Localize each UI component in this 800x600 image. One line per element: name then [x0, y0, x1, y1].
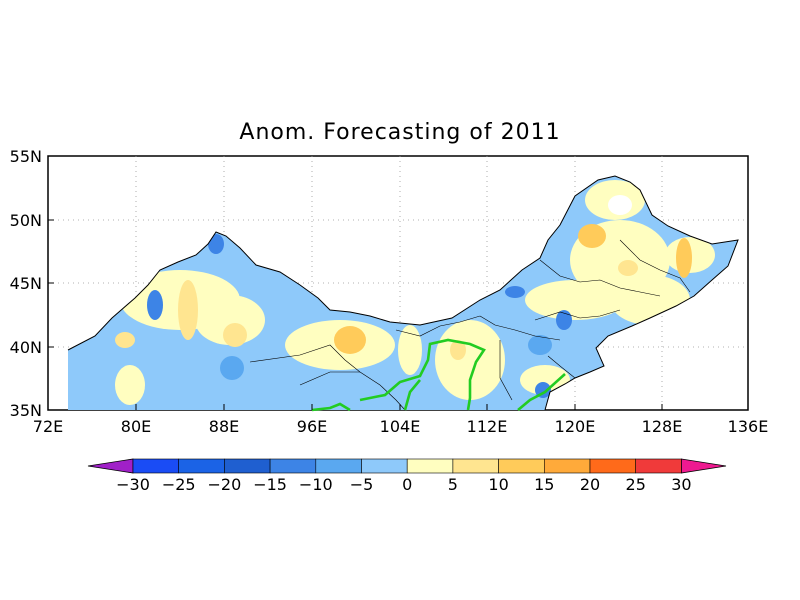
warm-patch-8 [450, 340, 466, 360]
warm-patch-7 [676, 238, 692, 278]
cool-patch-1 [147, 290, 163, 320]
colorbar-label-10: 10 [488, 475, 508, 494]
rivers [311, 338, 566, 412]
colorbar-label-20: 20 [580, 475, 600, 494]
cool-patch-6 [528, 335, 552, 355]
warm-patch-1 [178, 280, 198, 340]
cool-patch-5 [556, 310, 572, 330]
lon-label-80e: 80E [121, 417, 151, 436]
lon-label-104e: 104E [380, 417, 421, 436]
colorbar-label-m5: −5 [350, 475, 374, 494]
colorbar-swatch-7 [406, 458, 454, 474]
lon-label-120e: 120E [555, 417, 596, 436]
axis-ticks [48, 155, 749, 411]
colorbar-label-25: 25 [626, 475, 646, 494]
warm-patch-3 [334, 326, 366, 354]
colorbar-swatch-11 [589, 458, 637, 474]
warm-patch-2 [223, 323, 247, 347]
province-borders [249, 239, 691, 411]
map-title: Anom. Forecasting of 2011 [239, 120, 561, 145]
white-patch [608, 195, 632, 215]
river-segment-3 [403, 379, 421, 411]
colorbar-label-5: 5 [448, 475, 458, 494]
colorbar-swatch-8 [452, 458, 499, 474]
colorbar-swatch-4 [269, 458, 317, 474]
lat-label-40n: 40N [10, 338, 42, 357]
lon-label-72e: 72E [33, 417, 63, 436]
warm-patch-5 [578, 224, 606, 248]
colorbar-swatch-5 [315, 458, 362, 474]
colorbar [87, 458, 727, 474]
lon-labels: 72E 80E 88E 96E 104E 112E 120E 128E 136E [33, 417, 769, 436]
lat-labels: 55N 50N 45N 40N 35N [10, 147, 42, 420]
region-outline [67, 175, 739, 411]
colorbar-swatch-1 [132, 458, 180, 474]
colorbar-swatch-2 [178, 458, 225, 474]
river-segment-1 [311, 402, 351, 412]
cool-patch-3 [220, 356, 244, 380]
colorbar-swatch-10 [543, 458, 591, 474]
neutral-patch-11 [398, 325, 422, 375]
cool-patch-4 [505, 286, 525, 298]
colorbar-over-arrow [681, 458, 727, 474]
lat-label-45n: 45N [10, 274, 42, 293]
colorbar-swatch-9 [498, 458, 545, 474]
lon-label-88e: 88E [209, 417, 239, 436]
lon-label-136e: 136E [728, 417, 769, 436]
colorbar-label-m10: −10 [299, 475, 333, 494]
colorbar-label-m20: −20 [208, 475, 242, 494]
colorbar-label-30: 30 [671, 475, 691, 494]
neutral-patch-10 [115, 365, 145, 405]
colorbar-label-m30: −30 [116, 475, 150, 494]
colorbar-swatch-3 [224, 458, 271, 474]
colorbar-labels: −30 −25 −20 −15 −10 −5 0 5 10 15 20 25 3… [116, 475, 691, 494]
colorbar-label-0: 0 [402, 475, 412, 494]
colorbar-label-15: 15 [534, 475, 554, 494]
lat-label-55n: 55N [10, 147, 42, 166]
colorbar-swatch-6 [361, 458, 408, 474]
lon-label-112e: 112E [467, 417, 508, 436]
colorbar-swatch-12 [635, 458, 682, 474]
warm-patch-6 [618, 260, 638, 276]
lat-label-35n: 35N [10, 401, 42, 420]
colorbar-under-arrow [87, 458, 134, 474]
warm-patch-4 [115, 332, 135, 348]
lon-label-96e: 96E [297, 417, 327, 436]
river-segment-2 [359, 338, 486, 411]
lat-label-50n: 50N [10, 211, 42, 230]
colorbar-label-m25: −25 [162, 475, 196, 494]
colorbar-label-m15: −15 [253, 475, 287, 494]
lon-label-128e: 128E [642, 417, 683, 436]
river-segment-4 [517, 373, 566, 411]
cool-patch-2 [208, 234, 224, 254]
neutral-patch-2 [195, 295, 265, 345]
